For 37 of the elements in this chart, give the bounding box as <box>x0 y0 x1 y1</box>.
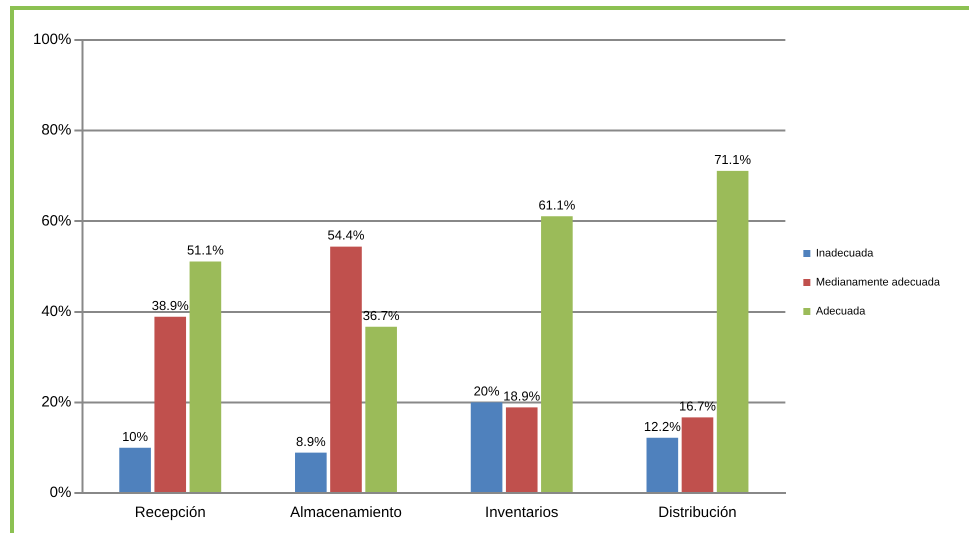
data-label: 71.1% <box>714 152 752 167</box>
bar <box>365 326 397 492</box>
x-tick-label: Inventarios <box>485 504 558 522</box>
bar <box>330 246 362 492</box>
y-tick-label: 40% <box>41 302 72 320</box>
bar <box>154 316 186 492</box>
data-label: 16.7% <box>679 398 716 414</box>
data-label: 51.1% <box>186 242 224 258</box>
data-label: 36.7% <box>362 308 400 323</box>
data-label: 38.9% <box>152 298 190 313</box>
legend-label: Adecuada <box>816 306 866 318</box>
bar <box>716 170 748 492</box>
data-label: 10% <box>122 428 149 444</box>
legend-label: Medianamente adecuada <box>816 276 941 289</box>
data-label: 20% <box>474 383 500 398</box>
x-tick-label: Recepción <box>134 504 206 522</box>
y-tick-label: 60% <box>41 212 72 230</box>
legend-label: Inadecuada <box>816 248 874 260</box>
y-tick-label: 80% <box>41 122 72 139</box>
bar <box>295 452 327 492</box>
data-label: 8.9% <box>296 434 326 449</box>
bar <box>646 438 678 492</box>
bar <box>190 262 222 492</box>
data-label: 54.4% <box>328 228 365 243</box>
y-tick-label: 0% <box>50 484 72 502</box>
data-label: 12.2% <box>644 418 682 434</box>
y-tick-label: 20% <box>41 394 72 411</box>
bar <box>682 417 714 492</box>
x-tick-label: Distribución <box>658 504 737 522</box>
bar <box>541 216 573 492</box>
x-tick-label: Almacenamiento <box>290 504 402 522</box>
data-label: 18.9% <box>503 388 541 404</box>
bar <box>119 448 151 492</box>
bar <box>470 402 502 492</box>
y-tick-label: 100% <box>32 31 72 48</box>
data-label: 61.1% <box>538 197 576 212</box>
bar <box>506 407 538 492</box>
